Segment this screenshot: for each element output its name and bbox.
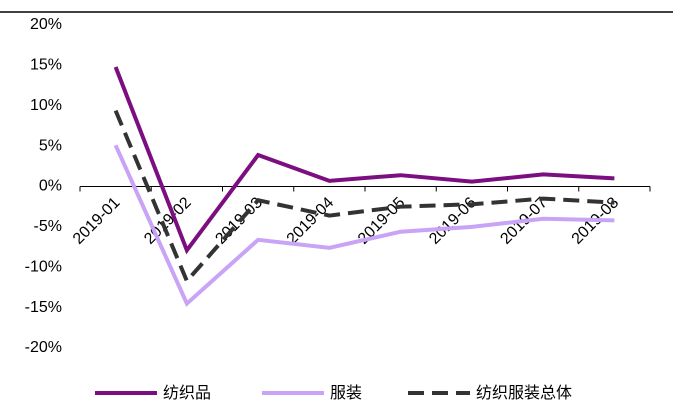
legend-label: 纺织品 [163,384,211,402]
series-line [113,66,615,255]
y-tick-label: -10% [25,258,62,275]
y-tick-label: -20% [25,339,62,356]
y-tick-label: 0% [39,178,62,195]
y-tick-label: 10% [30,97,62,114]
y-tick-label: -5% [34,218,62,235]
legend-label: 纺织服装总体 [476,384,572,402]
y-tick-label: -15% [25,299,62,316]
x-tick-label: 2019-04 [284,194,338,248]
series-line [113,109,615,285]
x-tick-label: 2019-01 [70,194,124,248]
legend-label: 服装 [330,384,362,402]
series-line [113,144,615,307]
y-tick-label: 15% [30,57,62,74]
y-tick-label: 5% [39,137,62,154]
y-tick-label: 20% [30,16,62,33]
x-tick-label: 2019-06 [426,194,480,248]
